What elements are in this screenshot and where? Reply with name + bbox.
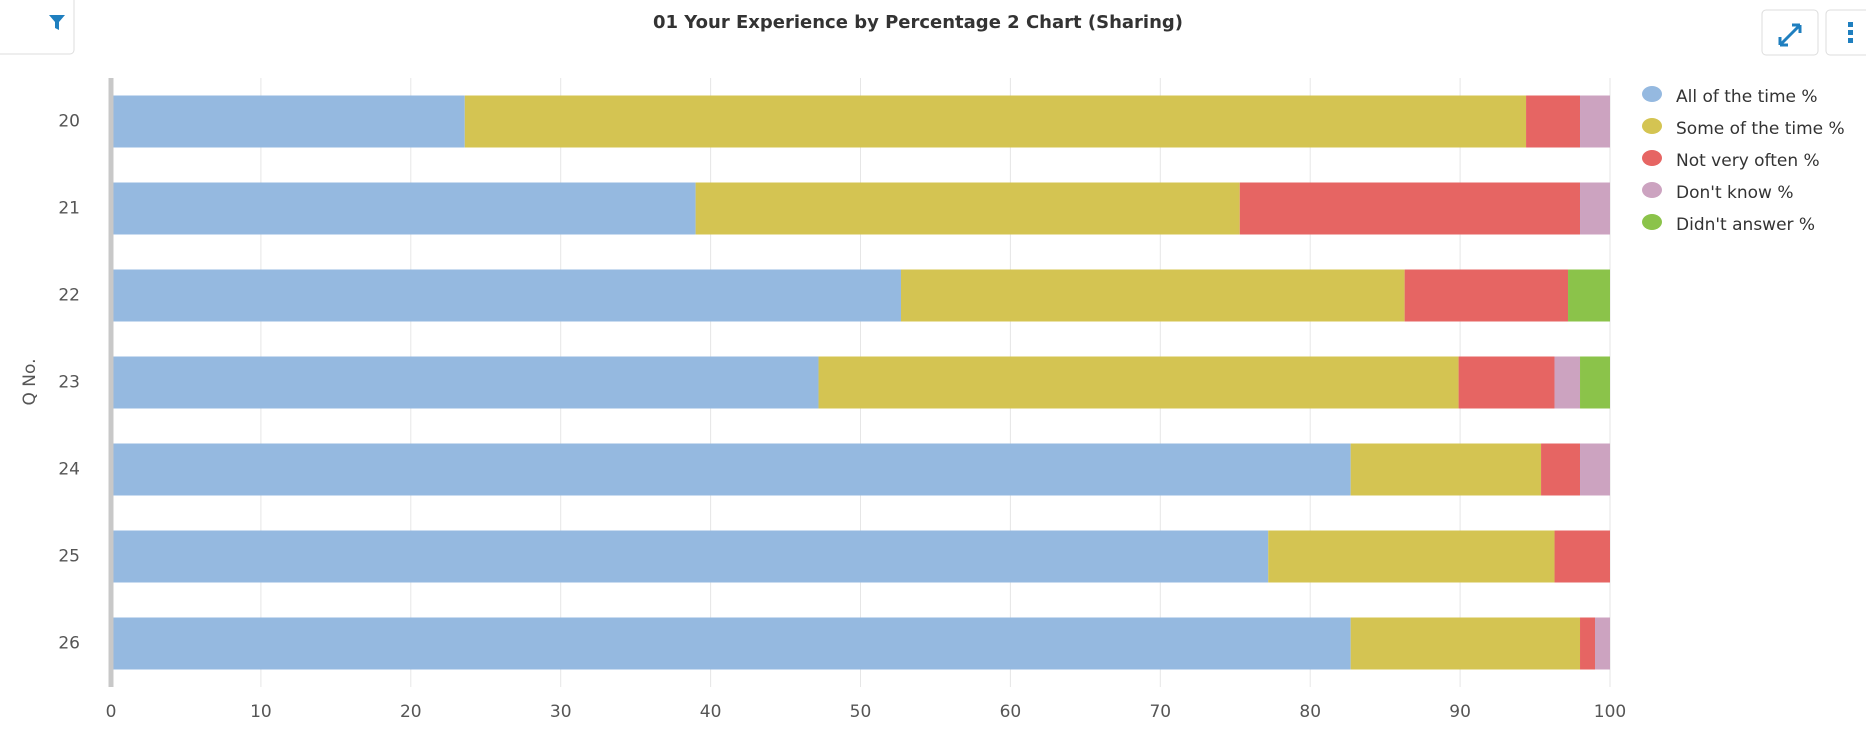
bar-segment <box>111 269 901 322</box>
y-axis-label: Q No. <box>20 358 40 405</box>
y-tick-label: 23 <box>58 373 80 393</box>
bar-segment <box>900 269 1405 322</box>
bar-segment <box>1554 530 1610 583</box>
bar-segment <box>1239 182 1581 235</box>
bar-segment <box>1526 95 1581 148</box>
bar-segment <box>1458 356 1555 409</box>
x-tick-label: 0 <box>106 702 117 722</box>
legend-swatch <box>1642 86 1662 102</box>
bar-segment <box>1568 269 1610 322</box>
bar-segment <box>464 95 1527 148</box>
bar-segment <box>695 182 1240 235</box>
chart-title: 01 Your Experience by Percentage 2 Chart… <box>653 12 1183 33</box>
menu-button[interactable] <box>1825 9 1866 56</box>
y-tick-label: 25 <box>58 547 80 567</box>
expand-button[interactable] <box>1761 9 1819 56</box>
legend-label: All of the time % <box>1676 87 1818 107</box>
legend-label: Didn't answer % <box>1676 215 1815 235</box>
bar-segment <box>111 95 465 148</box>
x-tick-label: 80 <box>1299 702 1321 722</box>
bar-segment <box>1580 443 1610 496</box>
y-tick-label: 20 <box>58 112 80 132</box>
legend-label: Don't know % <box>1676 183 1794 203</box>
x-tick-label: 70 <box>1149 702 1171 722</box>
bar-segment <box>1404 269 1569 322</box>
bar-segment <box>1350 617 1581 670</box>
bar-segment <box>1580 617 1596 670</box>
bar-segment <box>1580 356 1610 409</box>
bar-segment <box>1580 95 1610 148</box>
x-tick-label: 90 <box>1449 702 1471 722</box>
bar-segment <box>1268 530 1555 583</box>
legend-label: Not very often % <box>1676 151 1820 171</box>
bar-segment <box>111 530 1269 583</box>
bar-segment <box>1541 443 1581 496</box>
x-tick-label: 10 <box>250 702 272 722</box>
y-tick-label: 26 <box>58 634 80 654</box>
bar-segment <box>111 617 1351 670</box>
bar-segment <box>111 443 1351 496</box>
x-tick-label: 50 <box>850 702 872 722</box>
bar-segment <box>111 356 819 409</box>
x-tick-label: 60 <box>1000 702 1022 722</box>
bar-segment <box>1580 182 1610 235</box>
bar-segment <box>1350 443 1542 496</box>
bar-segment <box>1554 356 1581 409</box>
legend-swatch <box>1642 118 1662 134</box>
x-tick-label: 30 <box>550 702 572 722</box>
legend-swatch <box>1642 214 1662 230</box>
y-tick-label: 21 <box>58 199 80 219</box>
x-tick-label: 40 <box>700 702 722 722</box>
y-tick-label: 24 <box>58 460 80 480</box>
legend-swatch <box>1642 182 1662 198</box>
expand-icon <box>1778 23 1802 47</box>
filter-icon <box>49 15 65 30</box>
y-tick-label: 22 <box>58 286 80 306</box>
legend-label: Some of the time % <box>1676 119 1845 139</box>
bar-segment <box>1595 617 1610 670</box>
legend-swatch <box>1642 150 1662 166</box>
filter-button[interactable] <box>0 0 75 55</box>
x-tick-label: 20 <box>400 702 422 722</box>
bar-segment <box>818 356 1459 409</box>
menu-icon <box>1848 22 1853 43</box>
x-tick-label: 100 <box>1594 702 1626 722</box>
bar-segment <box>111 182 696 235</box>
